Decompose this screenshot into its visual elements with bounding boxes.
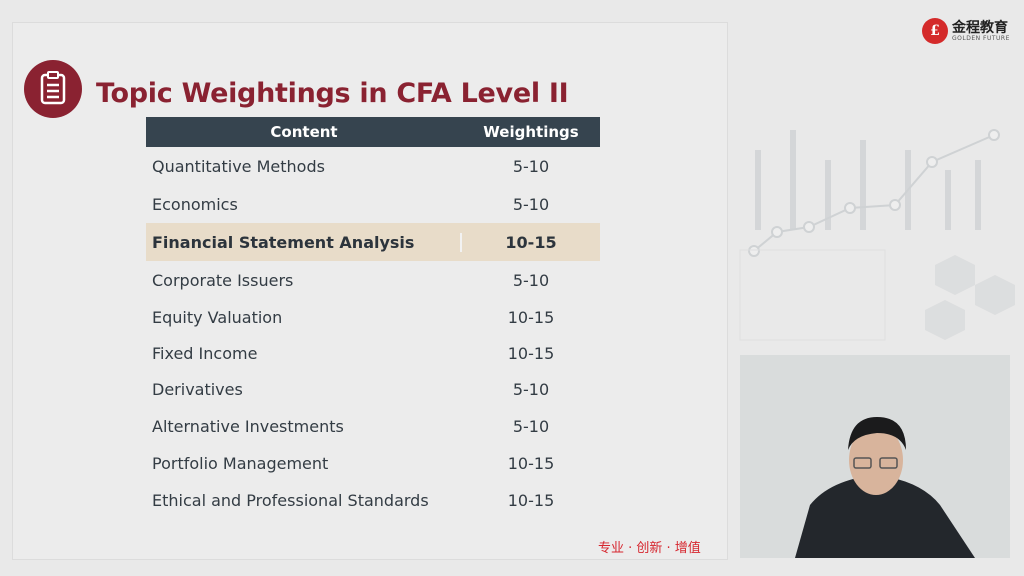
topic-cell: Portfolio Management — [152, 454, 329, 473]
logo-cn: 金程教育 — [952, 19, 1008, 36]
logo-mark-icon: £ — [922, 18, 948, 44]
weight-cell: 10-15 — [507, 343, 555, 363]
weight-cell: 10-15 — [507, 490, 555, 510]
topic-cell: Derivatives — [152, 380, 243, 399]
table-row: Financial Statement Analysis 10-15 — [146, 223, 600, 261]
table-row: Equity Valuation 10-15 — [146, 299, 600, 335]
weight-cell: 5-10 — [512, 417, 550, 436]
table-row: Portfolio Management 10-15 — [146, 445, 600, 482]
weight-cell: 5-10 — [512, 380, 550, 399]
weightings-table: Content Weightings Quantitative Methods 5… — [146, 117, 600, 518]
slide — [12, 22, 728, 560]
topic-cell: Economics — [152, 194, 238, 214]
topic-cell: Corporate Issuers — [152, 270, 294, 290]
slide-title: Topic Weightings in CFA Level II — [96, 78, 569, 109]
logo-en: GOLDEN FUTURE — [952, 34, 1010, 42]
weight-cell: 5-10 — [512, 270, 550, 290]
topic-cell: Alternative Investments — [152, 417, 344, 436]
table-row: Ethical and Professional Standards 10-15 — [146, 482, 600, 518]
weight-cell: 5-10 — [512, 194, 550, 214]
weight-cell: 5-10 — [512, 156, 550, 176]
header-content: Content — [270, 123, 338, 141]
table-row: Economics 5-10 — [146, 185, 600, 223]
topic-cell: Fixed Income — [152, 343, 258, 363]
clipboard-icon — [24, 60, 82, 118]
table-row: Alternative Investments 5-10 — [146, 408, 600, 445]
weight-cell: 10-15 — [505, 232, 557, 252]
presenter-webcam — [740, 355, 1010, 558]
footer-slogan: 专业 · 创新 · 增值 — [598, 541, 701, 556]
table-row: Corporate Issuers 5-10 — [146, 261, 600, 299]
topic-cell: Equity Valuation — [152, 307, 283, 327]
table-row: Derivatives 5-10 — [146, 371, 600, 408]
table-row: Quantitative Methods 5-10 — [146, 147, 600, 185]
weight-cell: 10-15 — [507, 454, 555, 473]
table-row: Fixed Income 10-15 — [146, 335, 600, 371]
table-header: Content Weightings — [146, 117, 600, 147]
decorative-background-chart — [739, 129, 1015, 341]
weight-cell: 10-15 — [507, 307, 555, 327]
topic-cell: Financial Statement Analysis — [146, 232, 462, 252]
topic-cell: Quantitative Methods — [152, 156, 325, 176]
topic-cell: Ethical and Professional Standards — [152, 490, 429, 510]
golden-future-logo: £ 金程教育 GOLDEN FUTURE — [922, 18, 1010, 44]
header-weightings: Weightings — [483, 123, 579, 141]
